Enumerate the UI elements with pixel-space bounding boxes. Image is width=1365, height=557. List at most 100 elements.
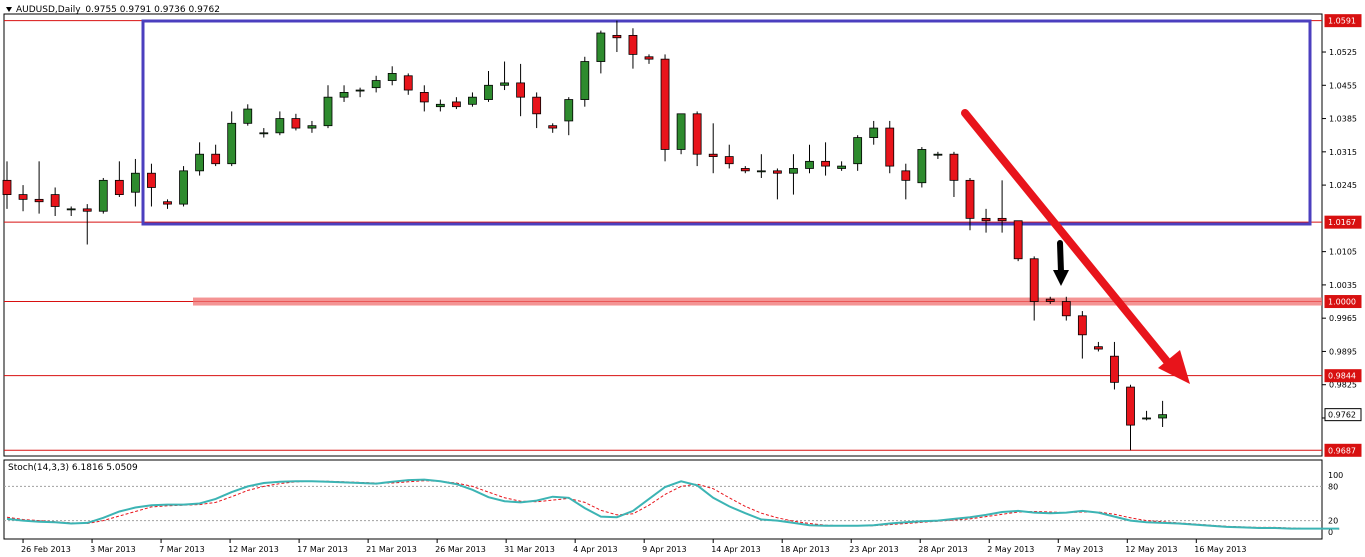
date-tick-label: 7 Mar 2013 (159, 545, 205, 554)
candle-body (885, 127, 895, 167)
candle-body (548, 125, 558, 129)
date-tick-label: 16 May 2013 (1194, 545, 1246, 554)
level-price-badge (1324, 443, 1362, 457)
candle-body (628, 34, 638, 55)
candle-body (965, 179, 975, 219)
candle-body (195, 153, 205, 172)
candle-body (917, 149, 927, 184)
current-price-badge (1324, 408, 1362, 422)
candle-body (1061, 301, 1071, 317)
candle-body (1094, 346, 1103, 350)
date-tick-label: 3 Mar 2013 (90, 545, 136, 554)
candle-body (789, 168, 798, 174)
annotation-arrows (961, 109, 1190, 384)
candle-body (179, 170, 188, 205)
chart-header: AUDUSD,Daily 0.9755 0.9791 0.9736 0.9762 (6, 5, 220, 15)
candle-body (18, 194, 28, 200)
candle-body (821, 160, 830, 167)
candle-body (740, 168, 750, 172)
black-arrow-shaft (1057, 240, 1064, 275)
candle-body (516, 82, 525, 98)
candle-body (82, 208, 92, 212)
candle-body (2, 179, 12, 196)
level-price-label: 0.9687 (1328, 446, 1356, 455)
candle-body (451, 101, 461, 108)
price-tick-label: 0.9965 (1329, 314, 1357, 323)
date-tick-label: 12 May 2013 (1125, 545, 1177, 554)
date-tick-label: 17 Mar 2013 (297, 545, 348, 554)
red-trend-arrowhead (1158, 350, 1190, 384)
stoch-scale-label: 20 (1328, 517, 1338, 526)
candle-body (1077, 315, 1087, 336)
candle-body (1013, 220, 1023, 260)
stoch-scale-label: 0 (1328, 528, 1333, 537)
candle-body (275, 118, 285, 134)
level-price-badge (1324, 369, 1362, 383)
candles (2, 20, 1167, 451)
date-tick-label: 4 Apr 2013 (573, 545, 617, 554)
price-tick-label: 1.0385 (1329, 115, 1357, 124)
candle-body (98, 179, 108, 212)
level-price-badge (1324, 14, 1362, 28)
stochastic-plot-frame (3, 459, 1323, 540)
candle-body (676, 113, 686, 150)
candle-body (259, 132, 269, 135)
red-trend-arrow-shaft (961, 109, 1174, 369)
date-tick-label: 28 Apr 2013 (918, 545, 967, 554)
blue-range-rectangle (141, 19, 1312, 226)
candle-body (484, 84, 493, 100)
candle-body (660, 58, 670, 150)
candle-body (1158, 414, 1167, 419)
candle-body (532, 96, 542, 115)
candle-body (114, 179, 124, 196)
level-price-label: 1.0167 (1328, 218, 1356, 227)
candle-body (756, 170, 766, 173)
price-tick-label: 1.0455 (1329, 81, 1357, 90)
date-tick-label: 21 Mar 2013 (366, 545, 417, 554)
candle-body (227, 122, 237, 165)
candle-body (323, 96, 333, 127)
level-price-label: 0.9762 (1328, 411, 1356, 420)
price-axis: 1.0525 1.0455 1.0385 1.0315 1.0245 1.0105 1.00… (1322, 14, 1362, 457)
level-price-label: 1.0000 (1328, 298, 1356, 307)
parity-zone-highlight (193, 297, 1322, 306)
candle-body (837, 165, 846, 169)
candle-body (243, 108, 253, 124)
candle-body (596, 32, 606, 62)
candle-body (1126, 386, 1135, 426)
date-tick-label: 31 Mar 2013 (504, 545, 555, 554)
stoch-main-line (6, 478, 1340, 530)
candle-body (419, 92, 429, 103)
date-tick-label: 23 Apr 2013 (849, 545, 898, 554)
stoch-scale-label: 100 (1328, 471, 1343, 480)
date-tick-label: 18 Apr 2013 (780, 545, 829, 554)
candle-body (50, 194, 60, 207)
price-tick-label: 1.0035 (1329, 281, 1357, 290)
symbol-label: AUDUSD,Daily (16, 5, 81, 15)
date-tick-label: 2 May 2013 (987, 545, 1034, 554)
candle-body (1029, 258, 1039, 302)
candle-body (403, 75, 413, 91)
date-tick-label: 7 May 2013 (1056, 545, 1103, 554)
candle-body (773, 170, 782, 174)
price-tick-label: 1.0315 (1329, 148, 1357, 157)
price-tick-label: 0.9895 (1329, 347, 1357, 356)
candle-body (933, 153, 943, 156)
candle-body (34, 198, 44, 203)
candle-body (901, 170, 911, 181)
candle-body (997, 217, 1007, 222)
black-arrowhead (1053, 270, 1069, 286)
candle-body (500, 82, 509, 86)
stochastic-label: Stoch(14,3,3) 6.1816 5.0509 (8, 463, 138, 473)
candle-body (387, 73, 397, 81)
level-price-badge (1324, 295, 1362, 309)
candle-body (468, 96, 477, 105)
date-tick-label: 12 Mar 2013 (228, 545, 279, 554)
main-plot-frame (3, 13, 1323, 457)
candle-body (307, 125, 317, 129)
consolidation-box (141, 19, 1312, 226)
candle-body (1110, 355, 1119, 383)
candle-body (869, 127, 879, 138)
dropdown-triangle-icon[interactable] (6, 7, 12, 12)
